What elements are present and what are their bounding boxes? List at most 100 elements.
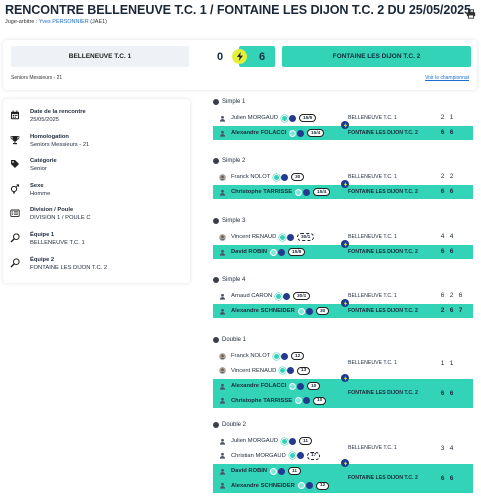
set-score: 3 — [440, 444, 445, 452]
player-name-link[interactable]: Alexandre FOLACCI — [231, 130, 287, 136]
info-value: DIVISION 1 / POULE C — [30, 215, 91, 221]
set-score: 2 — [440, 307, 445, 314]
player-name-link[interactable]: Alexandre SCHNEIDER — [231, 308, 295, 314]
player-name-link[interactable]: Julien MORGAUD — [231, 115, 279, 121]
team-name: BELLENEUVE T.C. 1 — [348, 360, 397, 366]
player-name-link[interactable]: Alexandre FOLACCI — [231, 383, 287, 389]
status-dot-icon — [281, 437, 288, 445]
player-badges: 12 — [273, 352, 305, 360]
team-name: FONTAINE LES DIJON T.C. 2 — [348, 390, 418, 396]
avatar-icon — [219, 352, 226, 360]
score-card: BELLENEUVE T.C. 1 0 6 FONTAINE LES DIJON… — [3, 40, 477, 90]
printer-icon[interactable] — [466, 9, 476, 19]
referee-line: Juge-arbitre : Yves PERSONNIER (JAE1) — [5, 19, 107, 25]
away-score: 6 — [258, 50, 266, 63]
player-badges: 30/1 — [275, 292, 311, 300]
status-dot-icon — [295, 188, 302, 196]
player-badges: 10 — [295, 396, 327, 405]
set-score: 2 — [440, 114, 445, 121]
player-name-link[interactable]: Julien MORGAUD — [231, 438, 279, 444]
set-score: 1 — [449, 114, 454, 121]
team-name: BELLENEUVE T.C. 1 — [348, 292, 397, 299]
user-icon — [219, 249, 226, 256]
versus-bolt-icon — [232, 49, 247, 64]
player-name-link[interactable]: Franck NOLOT — [231, 174, 271, 180]
avatar-icon — [219, 233, 226, 241]
match-title: Simple 3 — [213, 218, 245, 224]
match-title-text: Simple 1 — [222, 99, 246, 105]
set-score: 2 — [440, 173, 445, 180]
match-title: Simple 4 — [213, 277, 245, 283]
team-name: FONTAINE LES DIJON T.C. 2 — [348, 188, 418, 195]
ranking-badge: 12 — [316, 481, 330, 490]
match-row-winner: Alexandre FOLACCI 10 Christophe TARRISSE 10… — [213, 379, 473, 408]
set-score: 4 — [440, 233, 445, 240]
player-badges: 10 — [289, 382, 321, 390]
team-name: FONTAINE LES DIJON T.C. 2 — [348, 248, 418, 255]
player-name-link[interactable]: Vincent RENAUD — [231, 367, 277, 374]
ranking-badge: 10 — [307, 382, 321, 390]
set-score: 6 — [440, 292, 445, 299]
set-score: 6 — [440, 474, 445, 482]
player-name-link[interactable]: David ROBIN — [231, 468, 268, 474]
page-title: RENCONTRE BELLENEUVE T.C. 1 / FONTAINE L… — [5, 3, 471, 17]
status-dot-icon — [273, 352, 280, 360]
avatar-icon — [219, 173, 226, 181]
ranking-badge: 11 — [288, 467, 302, 475]
club-dot-icon — [281, 352, 288, 360]
player-name-link[interactable]: Franck NOLOT — [231, 353, 271, 359]
tennis-ball-icon — [213, 99, 219, 105]
player-badges: 15/5 — [270, 248, 306, 256]
tennis-ball-icon — [213, 337, 219, 343]
player-name-link[interactable]: Alexandre SCHNEIDER — [231, 482, 295, 489]
ranking-badge: 17 — [307, 451, 321, 460]
player-name-link[interactable]: Arnaud CARON — [231, 293, 273, 299]
status-dot-icon — [281, 114, 288, 122]
player-badges: 30/1 — [279, 233, 315, 241]
ranking-badge: 30 — [316, 307, 330, 315]
referee-name-link[interactable]: Yves PERSONNIER — [38, 19, 89, 25]
set-score: 6 — [449, 248, 454, 255]
ranking-badge: 15/5 — [299, 114, 317, 122]
club-dot-icon — [303, 188, 310, 196]
player-name-link[interactable]: Christophe TARRISSE — [231, 397, 293, 404]
player-badges: 11 — [281, 437, 313, 445]
ranking-badge: 11 — [299, 437, 313, 445]
set-score: 4 — [449, 233, 454, 240]
tennis-ball-icon — [213, 422, 219, 428]
referee-code: (JAE1) — [90, 19, 108, 25]
player-name-link[interactable]: David ROBIN — [231, 249, 268, 255]
tennis-ball-icon — [213, 158, 219, 164]
player-name-link[interactable]: Vincent RENAUD — [231, 234, 277, 240]
match-info-card: Date de la rencontre 25/05/2025 Homologa… — [3, 99, 190, 283]
ranking-badge: 30/1 — [297, 233, 315, 241]
set-score: 6 — [449, 474, 454, 482]
info-value: 25/05/2025 — [30, 117, 60, 123]
user-icon — [219, 452, 226, 459]
team-name: FONTAINE LES DIJON T.C. 2 — [348, 129, 418, 136]
player-badges: 30 — [273, 173, 305, 181]
championship-link[interactable]: Voir le championnat — [425, 75, 469, 81]
info-label: Division / Poule — [30, 207, 74, 213]
club-dot-icon — [287, 233, 294, 241]
team-name: FONTAINE LES DIJON T.C. 2 — [348, 307, 418, 314]
match-title: Simple 2 — [213, 158, 245, 164]
info-value: Seniors Messieurs - 21 — [30, 142, 90, 148]
player-badges: 11 — [270, 467, 302, 475]
ranking-badge: 10 — [313, 396, 327, 405]
info-value: Senior — [30, 166, 47, 172]
set-score: 6 — [440, 129, 445, 136]
club-dot-icon — [289, 437, 296, 445]
player-name-link[interactable]: Christian MORGAUD — [231, 452, 286, 459]
status-dot-icon — [279, 233, 286, 241]
player-name-link[interactable]: Christophe TARRISSE — [231, 189, 293, 195]
club-dot-icon — [297, 129, 304, 137]
